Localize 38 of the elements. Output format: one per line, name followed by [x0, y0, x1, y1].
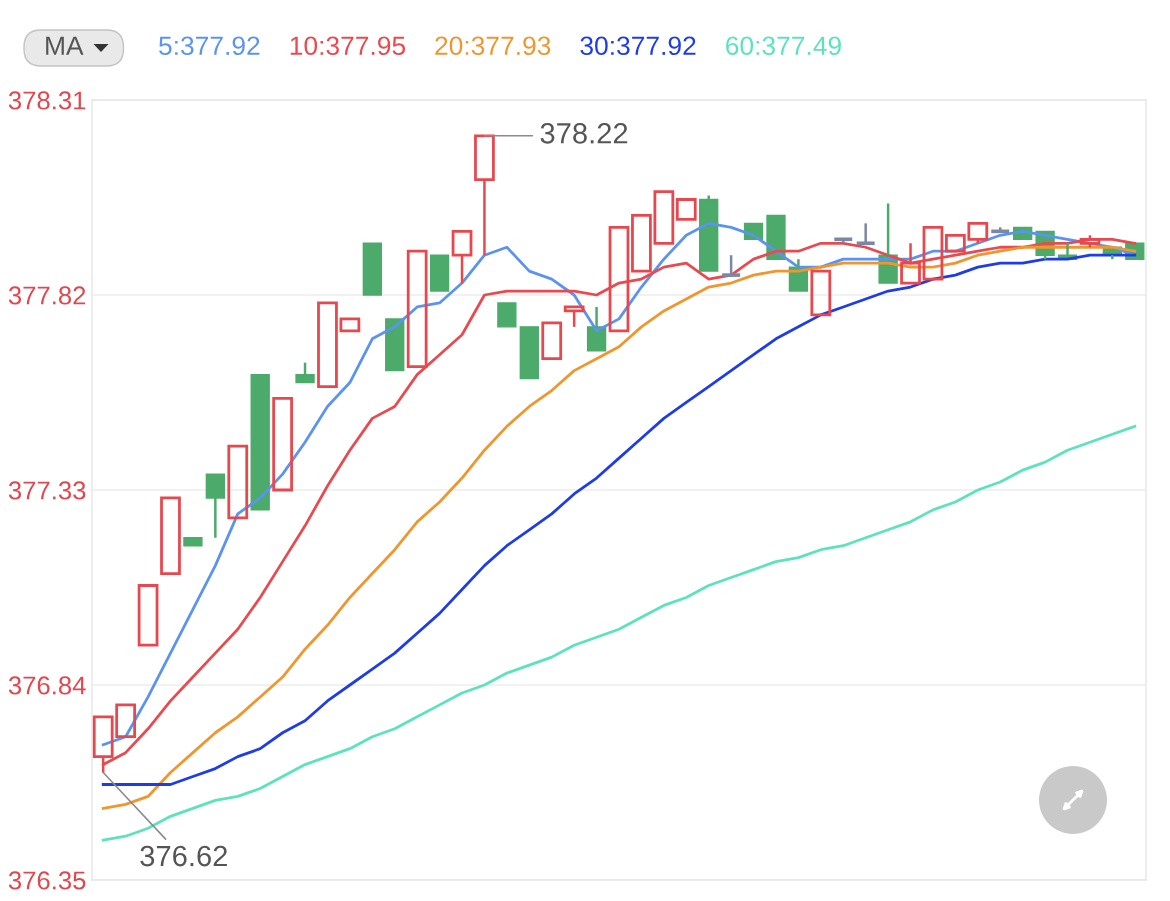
candlestick [675, 198, 697, 221]
candlestick [810, 269, 832, 317]
candlestick [699, 194, 719, 272]
candlestick [317, 301, 338, 388]
candlestick [519, 326, 539, 380]
candlestick [362, 242, 382, 296]
candlestick [137, 584, 159, 647]
y-tick-label: 376.35 [8, 871, 86, 890]
text: 5:377.92 [159, 36, 260, 56]
text: 10:377.95 [290, 36, 406, 56]
text: 60:377.49 [726, 36, 841, 56]
candlestick [205, 473, 226, 540]
candlestick [541, 321, 563, 361]
candlestick [900, 242, 921, 285]
candlestick [272, 397, 293, 492]
y-tick-label: 377.33 [8, 481, 86, 500]
candlestick [250, 373, 270, 511]
candlestick [183, 537, 203, 547]
candlestick [339, 317, 361, 333]
candlestick [497, 302, 517, 328]
line-series [101, 424, 1137, 842]
candlestick [474, 134, 495, 257]
text: 20:377.93 [435, 36, 551, 56]
candlestick [227, 444, 249, 520]
candlestick [160, 496, 181, 575]
candlestick [385, 318, 405, 372]
candlestick [856, 222, 875, 246]
text: 30:377.92 [580, 36, 696, 56]
candlestick [429, 254, 450, 292]
annotation: 378.22 [540, 122, 628, 144]
y-tick-label: 378.31 [8, 91, 86, 110]
annotation: 376.62 [140, 845, 227, 867]
y-tick-label: 377.82 [8, 286, 86, 305]
y-tick-label: 376.84 [8, 676, 86, 695]
candlestick [406, 249, 428, 369]
candlestick [451, 229, 473, 285]
candlestick [722, 253, 741, 277]
legend-title: MA [46, 36, 84, 55]
